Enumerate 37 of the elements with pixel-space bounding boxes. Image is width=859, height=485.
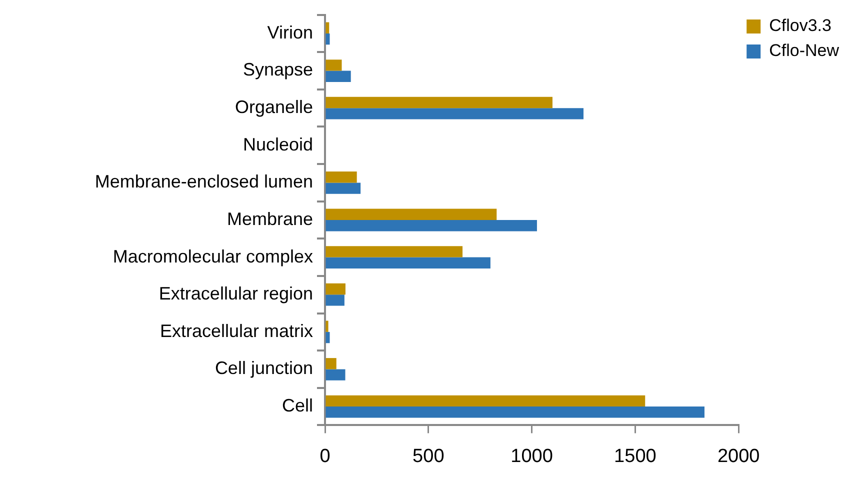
- bar: [326, 369, 346, 380]
- bar: [326, 257, 490, 268]
- bar: [326, 320, 328, 332]
- legend-label: Cflov3.3: [769, 16, 832, 36]
- legend-label: Cflo-New: [769, 41, 840, 60]
- bar: [326, 406, 704, 418]
- bar: [326, 208, 497, 220]
- y-tick-label: Organelle: [234, 97, 313, 118]
- bar: [326, 220, 537, 232]
- x-tick-label: 0: [320, 446, 330, 467]
- bar: [326, 96, 552, 108]
- bar: [326, 332, 330, 344]
- y-tick-label: Nucleoid: [242, 134, 313, 154]
- y-tick-label: Extracellular matrix: [160, 320, 313, 341]
- bar: [326, 182, 361, 194]
- y-tick-label: Cell junction: [214, 358, 313, 378]
- bar: [326, 294, 344, 306]
- y-tick-label: Extracellular region: [158, 284, 313, 304]
- y-tick-label: Synapse: [242, 60, 313, 80]
- y-tick-label: Virion: [267, 22, 313, 42]
- bar: [326, 108, 584, 120]
- y-tick-label: Cell: [282, 396, 313, 416]
- x-tick-label: 1000: [510, 446, 553, 467]
- y-tick-label: Macromolecular complex: [112, 246, 313, 266]
- bar: [326, 33, 330, 45]
- bar: [326, 283, 346, 295]
- bar: [326, 395, 646, 407]
- bar: [326, 60, 342, 71]
- bar: [326, 172, 357, 183]
- bar: [326, 70, 351, 82]
- x-tick-label: 1500: [614, 446, 656, 467]
- y-tick-label: Membrane-enclosed lumen: [94, 172, 313, 192]
- bar: [326, 358, 336, 370]
- x-tick-label: 2000: [717, 446, 760, 467]
- bar: [326, 246, 463, 258]
- y-tick-label: Membrane: [226, 208, 313, 229]
- x-tick-label: 500: [412, 446, 444, 467]
